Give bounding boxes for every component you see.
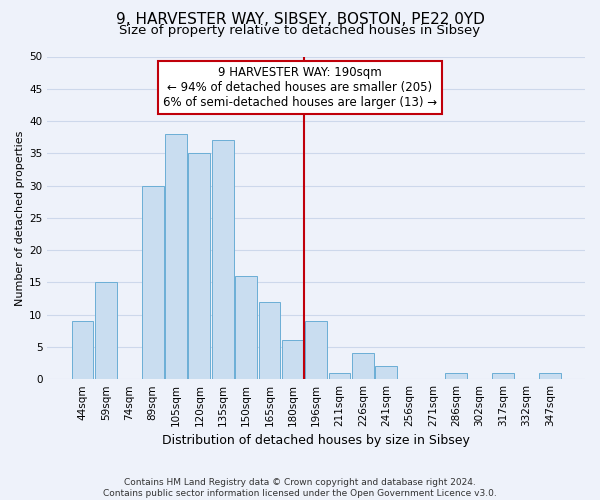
- Bar: [95, 282, 117, 379]
- Bar: [72, 321, 94, 379]
- Text: Size of property relative to detached houses in Sibsey: Size of property relative to detached ho…: [119, 24, 481, 37]
- Bar: [212, 140, 233, 379]
- Text: Contains HM Land Registry data © Crown copyright and database right 2024.
Contai: Contains HM Land Registry data © Crown c…: [103, 478, 497, 498]
- Bar: [492, 372, 514, 379]
- Bar: [235, 276, 257, 379]
- Bar: [376, 366, 397, 379]
- Bar: [445, 372, 467, 379]
- Bar: [188, 154, 210, 379]
- Text: 9 HARVESTER WAY: 190sqm
← 94% of detached houses are smaller (205)
6% of semi-de: 9 HARVESTER WAY: 190sqm ← 94% of detache…: [163, 66, 437, 109]
- X-axis label: Distribution of detached houses by size in Sibsey: Distribution of detached houses by size …: [162, 434, 470, 448]
- Text: 9, HARVESTER WAY, SIBSEY, BOSTON, PE22 0YD: 9, HARVESTER WAY, SIBSEY, BOSTON, PE22 0…: [116, 12, 484, 28]
- Y-axis label: Number of detached properties: Number of detached properties: [15, 130, 25, 306]
- Bar: [165, 134, 187, 379]
- Bar: [305, 321, 327, 379]
- Bar: [329, 372, 350, 379]
- Bar: [259, 302, 280, 379]
- Bar: [539, 372, 560, 379]
- Bar: [142, 186, 164, 379]
- Bar: [282, 340, 304, 379]
- Bar: [352, 354, 374, 379]
